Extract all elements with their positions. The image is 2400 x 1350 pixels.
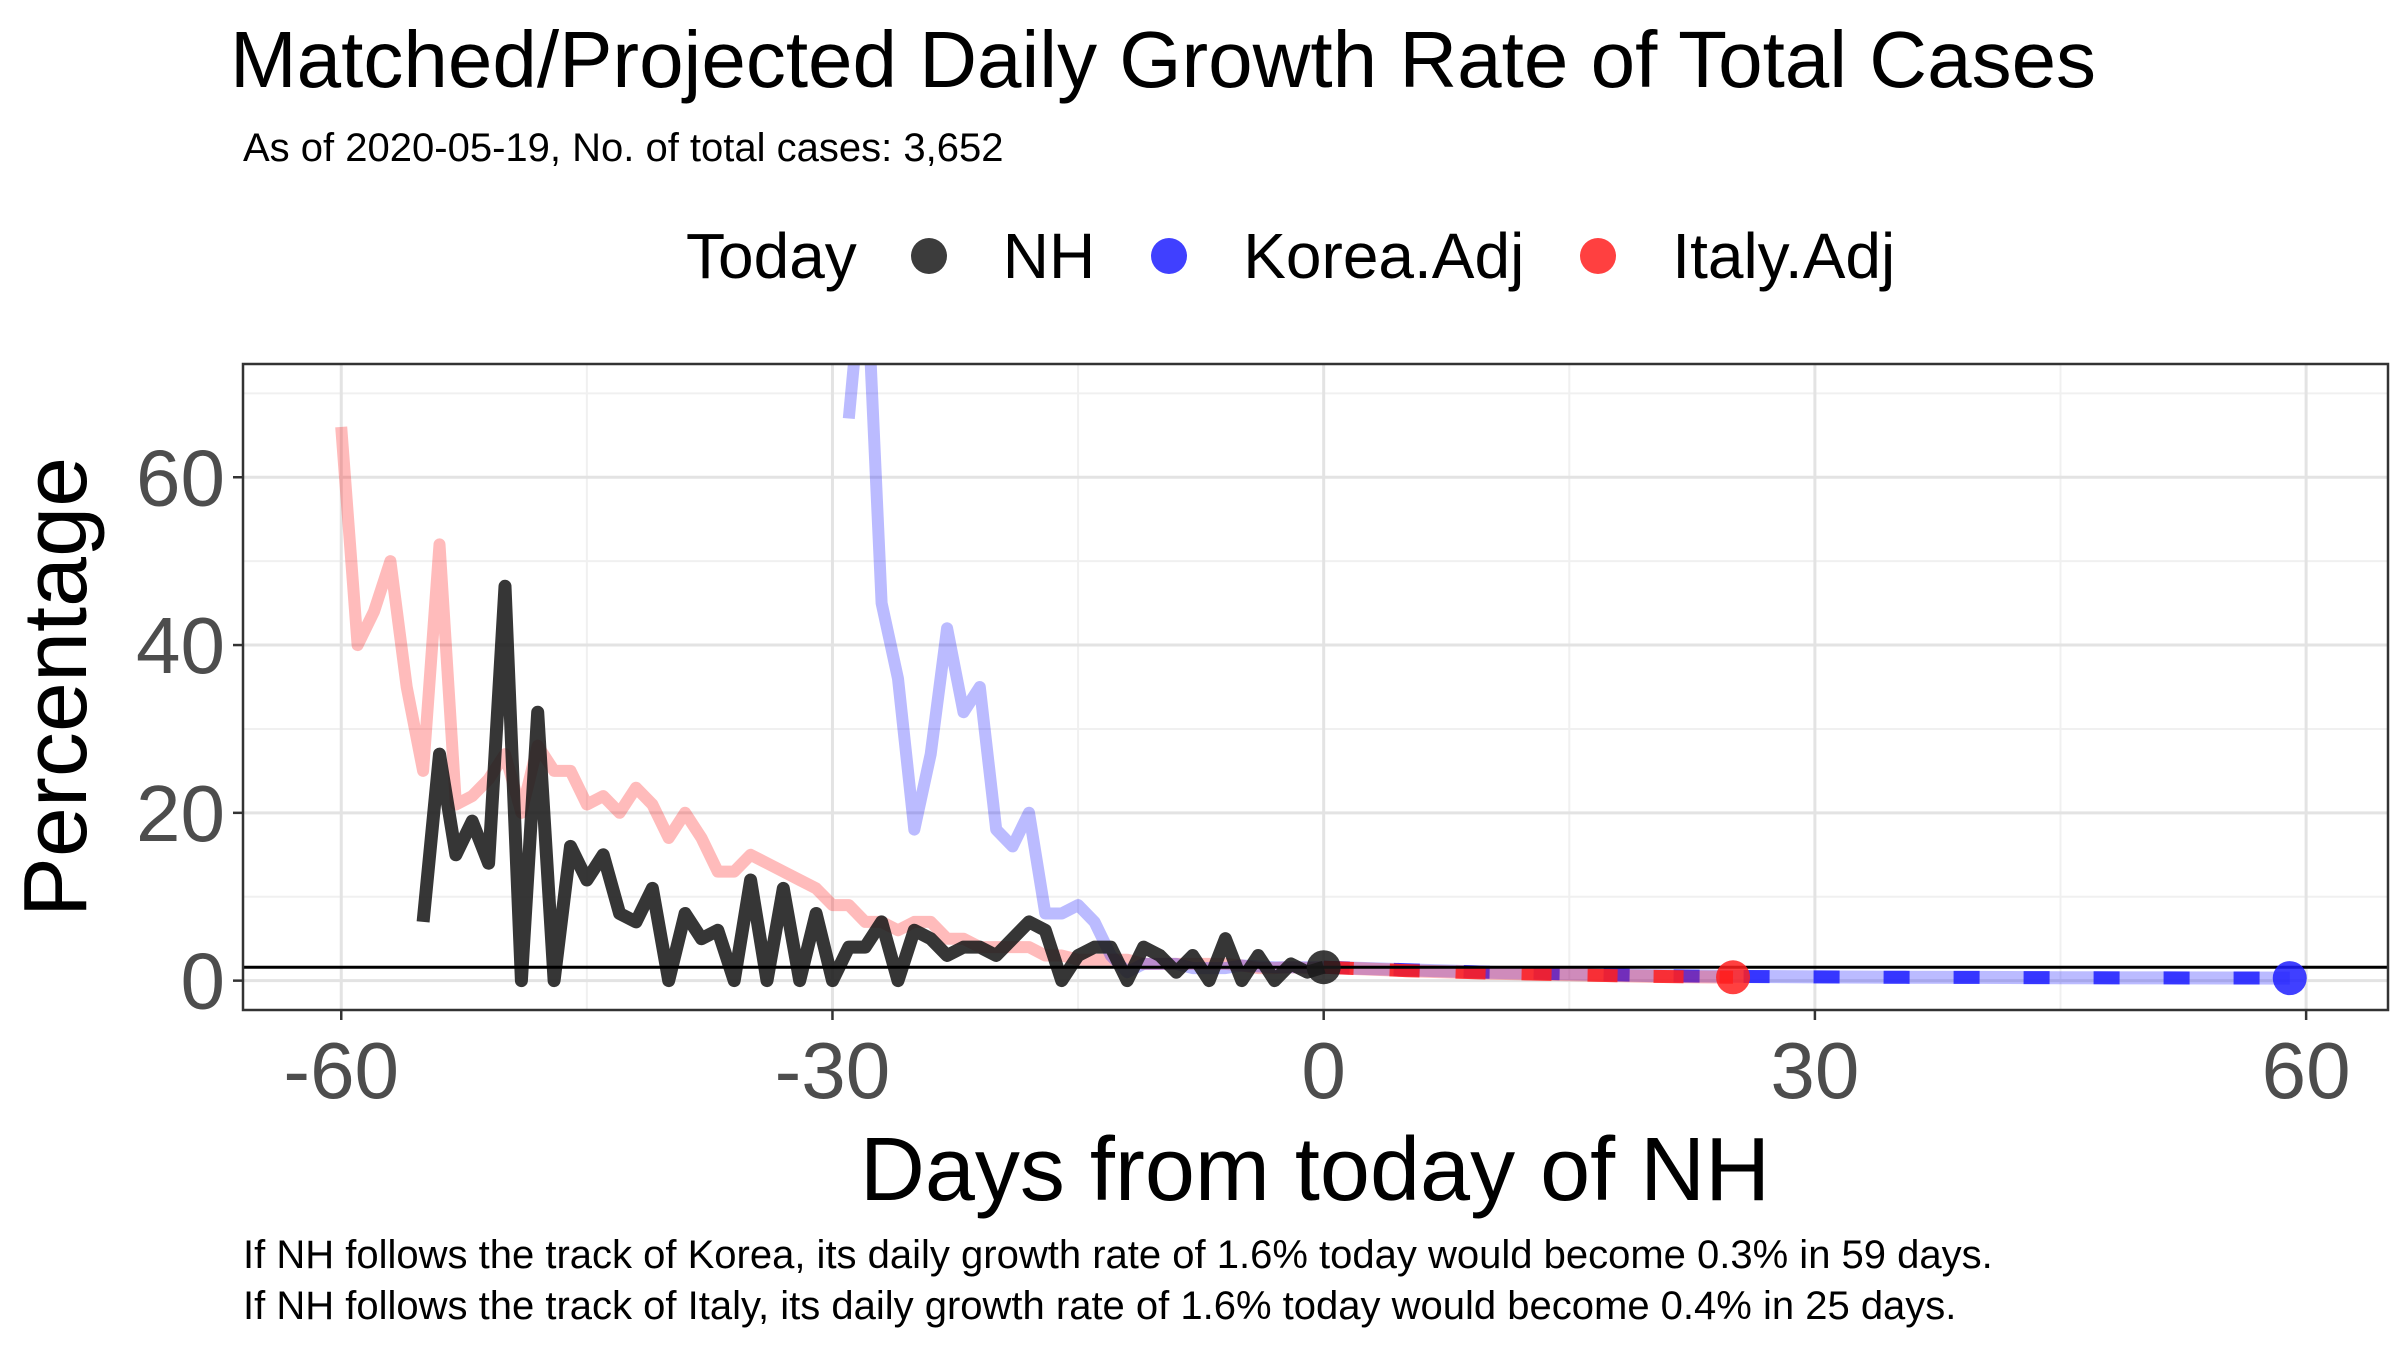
plot-panel xyxy=(243,364,2388,1010)
legend-item-nh: NH xyxy=(910,219,1096,293)
legend-key-nh xyxy=(910,238,947,274)
x-tick-label: 60 xyxy=(2262,1026,2351,1115)
y-axis-label: Percentage xyxy=(6,457,106,917)
legend-label-nh: NH xyxy=(1002,220,1096,292)
x-axis: -60 -30 0 30 60 xyxy=(283,1010,2351,1115)
caption: If NH follows the track of Korea, its da… xyxy=(243,1230,1993,1332)
grid xyxy=(243,364,2388,1010)
plot-border xyxy=(241,362,2390,1012)
x-tick-label: -60 xyxy=(283,1026,399,1115)
y-tick-label: 0 xyxy=(181,937,226,1026)
legend-label-italy: Italy.Adj xyxy=(1672,220,1896,292)
legend-label-korea: Korea.Adj xyxy=(1243,220,1525,292)
today-points xyxy=(1306,950,2307,996)
y-tick-label: 40 xyxy=(136,601,225,690)
today-point-nh xyxy=(1306,950,1341,985)
x-axis-label: Days from today of NH xyxy=(860,1120,1770,1220)
chart-title: Matched/Projected Daily Growth Rate of T… xyxy=(230,15,2097,104)
x-tick-label: 30 xyxy=(1770,1026,1859,1115)
series-korea-projection xyxy=(1323,960,2290,985)
y-axis: 0 20 40 60 xyxy=(136,433,243,1026)
series-lines xyxy=(243,364,2388,988)
series-nh-line xyxy=(416,579,1326,988)
today-point-italy-adj xyxy=(1716,960,1751,995)
legend-key-italy xyxy=(1580,238,1617,274)
legend-key-korea xyxy=(1151,238,1188,274)
legend-item-italy: Italy.Adj xyxy=(1580,219,1895,293)
legend: Today NH Korea.Adj Italy.Adj xyxy=(686,216,1951,296)
caption-italy: If NH follows the track of Italy, its da… xyxy=(243,1284,1957,1328)
caption-korea: If NH follows the track of Korea, its da… xyxy=(243,1233,1993,1277)
legend-item-korea: Korea.Adj xyxy=(1151,219,1524,293)
y-tick-label: 60 xyxy=(136,433,225,522)
series-italy-projection xyxy=(1323,960,1734,984)
x-tick-label: -30 xyxy=(775,1026,891,1115)
legend-title: Today xyxy=(686,220,857,292)
x-tick-label: 0 xyxy=(1301,1026,1346,1115)
chart-subtitle: As of 2020-05-19, No. of total cases: 3,… xyxy=(243,126,1004,170)
today-point-korea-adj xyxy=(2272,961,2307,996)
y-tick-label: 20 xyxy=(136,769,225,858)
